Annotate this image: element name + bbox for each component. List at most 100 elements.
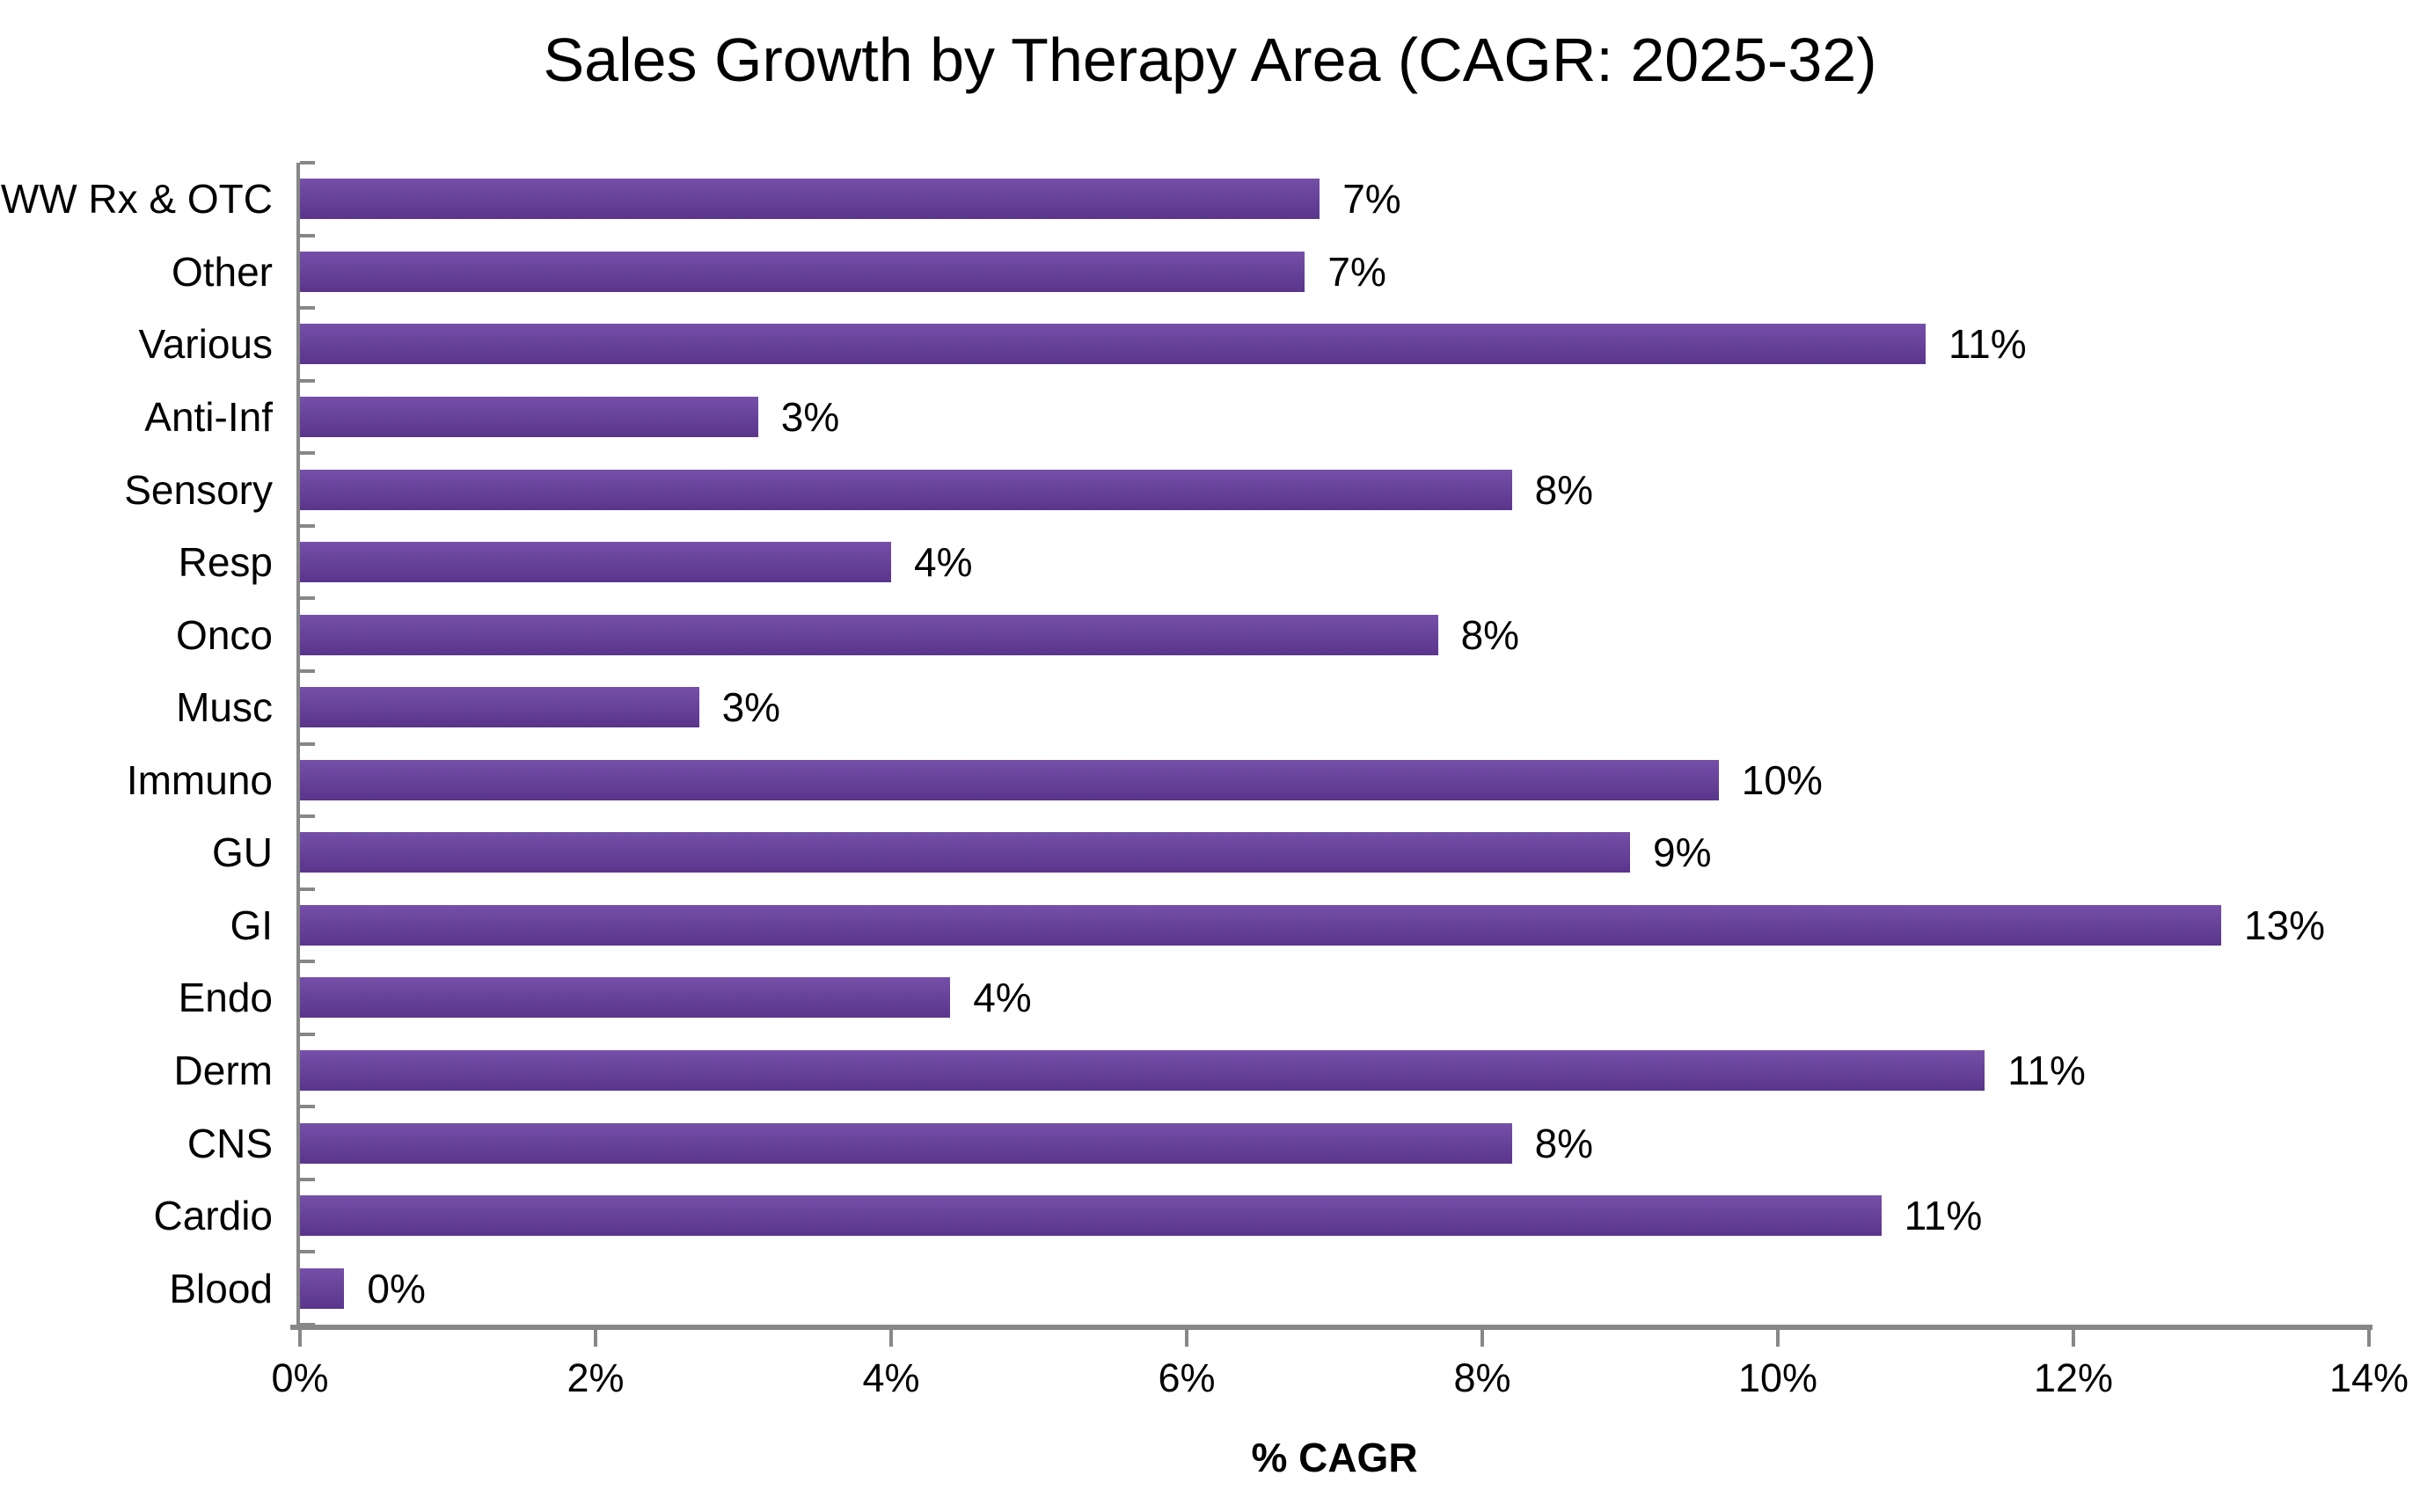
category-boundary-tick [300, 233, 315, 237]
value-label: 4% [973, 975, 1032, 1021]
bar [300, 251, 1305, 292]
x-tick-mark [1776, 1330, 1780, 1347]
category-boundary-tick [300, 451, 315, 456]
category-boundary-tick [300, 814, 315, 819]
category-label: Derm [173, 1048, 273, 1094]
bar-row: 7% [300, 236, 2369, 309]
category-label: GI [230, 902, 273, 948]
category-boundary-tick [300, 960, 315, 964]
category-boundary-tick [300, 596, 315, 601]
x-tick-mark [594, 1330, 597, 1347]
category-label: Sensory [124, 466, 273, 513]
bar [300, 1267, 345, 1309]
value-label: 10% [1741, 756, 1823, 803]
category-label: WW Rx & OTC [0, 176, 273, 223]
bar [300, 904, 2221, 946]
category-boundary-tick [300, 1250, 315, 1254]
value-label: 3% [721, 684, 781, 731]
bar [300, 469, 1512, 510]
category-label: Musc [176, 684, 273, 731]
category-label: GU [212, 829, 273, 876]
x-tick-label: 2% [567, 1355, 625, 1400]
value-label: 4% [914, 539, 973, 586]
x-tick-label: 10% [1737, 1355, 1818, 1400]
value-label: 3% [780, 393, 840, 440]
value-label: 8% [1534, 466, 1594, 513]
category-label: Immuno [126, 756, 273, 803]
category-label: Endo [178, 975, 273, 1021]
value-label: 8% [1534, 1120, 1594, 1166]
category-boundary-tick [300, 668, 315, 673]
value-label: 7% [1327, 248, 1386, 295]
bar-row: 8% [300, 453, 2369, 526]
x-tick-label: 4% [862, 1355, 920, 1400]
x-tick-mark [1185, 1330, 1188, 1347]
bar [300, 542, 891, 583]
x-axis-title: % CAGR [1251, 1435, 1418, 1480]
category-boundary-tick [300, 1177, 315, 1181]
category-boundary-tick [300, 523, 315, 528]
bar-row: 11% [300, 308, 2369, 381]
value-label: 11% [1948, 321, 2027, 368]
category-boundary-tick [300, 1032, 315, 1036]
x-tick-label: 0% [271, 1355, 329, 1400]
x-tick-mark [1481, 1330, 1484, 1347]
bar [300, 396, 758, 437]
category-label: Anti-Inf [144, 393, 273, 440]
x-tick-mark [2072, 1330, 2075, 1347]
category-label: Other [171, 248, 273, 295]
bar [300, 832, 1630, 873]
bar-row: 7% [300, 163, 2369, 236]
bar-row: 4% [300, 526, 2369, 599]
bar-row: 11% [300, 1034, 2369, 1107]
category-label: Various [138, 321, 273, 368]
bar-row: 8% [300, 598, 2369, 671]
x-axis-line [290, 1325, 2372, 1330]
x-tick-label: 14% [2329, 1355, 2409, 1400]
category-boundary-tick [300, 378, 315, 383]
bar [300, 179, 1320, 220]
bar-row: 4% [300, 961, 2369, 1034]
value-label: 13% [2244, 902, 2326, 948]
category-label: CNS [186, 1120, 273, 1166]
x-tick-mark [2367, 1330, 2371, 1347]
bar [300, 687, 699, 728]
value-label: 0% [367, 1265, 426, 1311]
category-boundary-tick [300, 161, 315, 164]
category-axis-labels: WW Rx & OTC Other Various Anti-Inf Sensory Re… [0, 163, 273, 1325]
category-label: Cardio [153, 1193, 273, 1239]
x-tick-mark [889, 1330, 893, 1347]
category-boundary-tick [300, 741, 315, 746]
value-label: 11% [2007, 1048, 2086, 1094]
bar-row: 11% [300, 1180, 2369, 1253]
x-tick-label: 6% [1158, 1355, 1216, 1400]
value-label: 7% [1342, 176, 1401, 223]
chart-title: Sales Growth by Therapy Area (CAGR: 2025… [543, 26, 1877, 94]
bar [300, 614, 1438, 655]
x-tick-label: 8% [1453, 1355, 1511, 1400]
category-boundary-tick [300, 1105, 315, 1109]
category-boundary-tick [300, 306, 315, 310]
bar-row: 9% [300, 816, 2369, 889]
category-label: Onco [176, 611, 273, 658]
bar [300, 1195, 1882, 1237]
bar [300, 759, 1719, 800]
y-axis-line [296, 163, 300, 1330]
bar-row: 8% [300, 1107, 2369, 1180]
category-boundary-tick [300, 887, 315, 891]
category-label: Resp [178, 539, 273, 586]
bar-row: 13% [300, 889, 2369, 962]
bar-row: 0% [300, 1252, 2369, 1325]
bar-row: 3% [300, 671, 2369, 744]
bar-row: 10% [300, 744, 2369, 817]
plot-area: 7% 7% 11% 3% 8% 4% 8% 3% 10% 9% 13% 4% 11% 8% 11% 0% [300, 161, 2369, 1326]
bar [300, 1122, 1512, 1164]
x-tick-mark [298, 1330, 302, 1347]
value-label: 8% [1460, 611, 1520, 658]
bar [300, 977, 951, 1019]
bar [300, 324, 1926, 365]
value-label: 9% [1653, 829, 1712, 876]
category-label: Blood [169, 1265, 273, 1311]
bar [300, 1050, 1985, 1092]
